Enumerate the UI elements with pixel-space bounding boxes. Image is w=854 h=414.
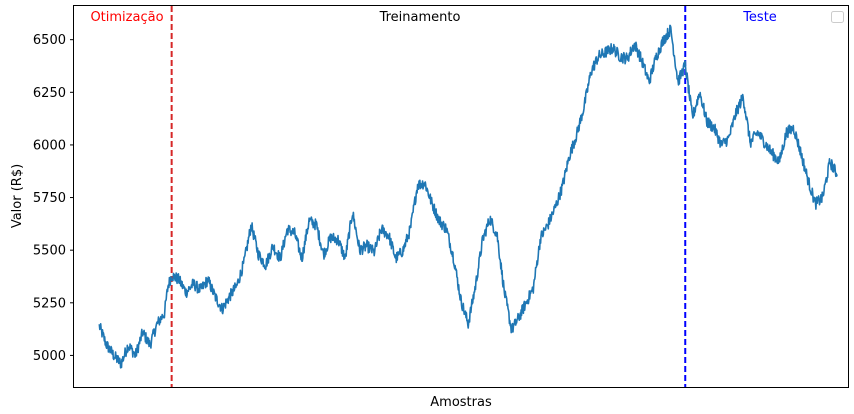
region-label-optimization: Otimização xyxy=(90,10,163,25)
region-label-test: Teste xyxy=(742,10,777,25)
y-tick-label: 5500 xyxy=(33,244,66,259)
series-line xyxy=(98,24,838,369)
y-tick-label: 5750 xyxy=(33,191,66,206)
x-axis-label: Amostras xyxy=(430,395,492,410)
y-tick-label: 6000 xyxy=(33,138,66,153)
region-label-training: Treinamento xyxy=(379,10,461,25)
y-tick-label: 6500 xyxy=(33,33,66,48)
legend-box xyxy=(831,11,844,23)
y-tick-label: 6250 xyxy=(33,86,66,101)
plot-area-frame xyxy=(73,5,849,388)
y-axis-ticks: 5000 5250 5500 5750 6000 6250 6500 xyxy=(33,33,74,364)
y-tick-label: 5000 xyxy=(33,349,66,364)
y-axis-label: Valor (R$) xyxy=(10,164,25,228)
y-tick-label: 5250 xyxy=(33,296,66,311)
